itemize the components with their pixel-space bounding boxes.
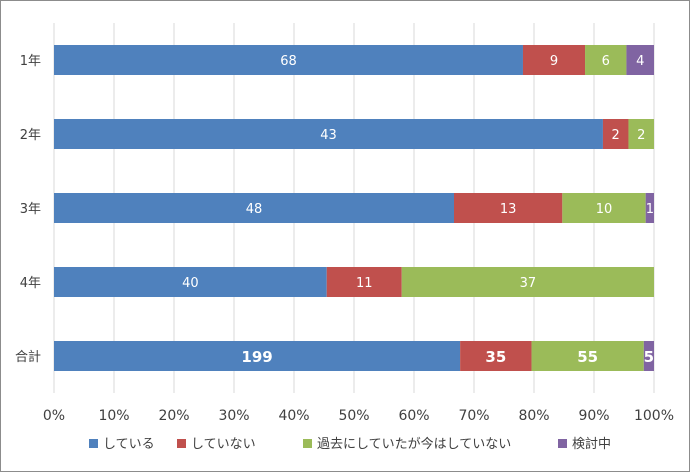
category-label: 4年 <box>20 276 41 291</box>
legend-label: していない <box>191 437 256 452</box>
bar-segment <box>626 45 654 75</box>
bar-segment <box>54 119 603 149</box>
x-tick-label: 80% <box>518 408 549 424</box>
data-label: 40 <box>182 276 199 291</box>
bar-segment <box>628 119 654 149</box>
x-tick-label: 60% <box>398 408 429 424</box>
x-tick-label: 70% <box>458 408 489 424</box>
data-label: 35 <box>485 348 506 366</box>
legend-swatch <box>303 439 312 448</box>
data-label: 48 <box>246 202 263 217</box>
legend-swatch <box>177 439 186 448</box>
bar-segment <box>602 119 629 149</box>
legend-swatch <box>89 439 98 448</box>
data-label: 2 <box>612 128 620 143</box>
data-label: 199 <box>241 348 272 366</box>
category-label: 3年 <box>20 202 41 217</box>
bar-segment <box>54 45 523 75</box>
x-tick-label: 0% <box>43 408 65 424</box>
data-label: 6 <box>602 54 610 69</box>
bar-segment <box>562 193 646 223</box>
bar-segment <box>54 193 454 223</box>
x-tick-label: 40% <box>278 408 309 424</box>
bars <box>54 45 654 371</box>
bar-segment <box>645 193 654 223</box>
data-label: 68 <box>280 54 297 69</box>
bar-segment <box>585 45 627 75</box>
data-label: 11 <box>356 276 373 291</box>
category-label: 2年 <box>20 128 41 143</box>
data-label: 5 <box>644 348 654 366</box>
data-label: 37 <box>520 276 537 291</box>
x-tick-label: 10% <box>98 408 129 424</box>
bar-segment <box>326 267 402 297</box>
data-label: 1 <box>646 202 654 217</box>
bar-segment <box>54 267 327 297</box>
bar-segment <box>460 341 532 371</box>
data-label: 43 <box>320 128 337 143</box>
bar-segment <box>522 45 586 75</box>
legend-label: している <box>103 437 155 452</box>
x-tick-label: 50% <box>338 408 369 424</box>
bar-segment <box>401 267 654 297</box>
data-label: 2 <box>637 128 645 143</box>
legend-label: 過去にしていたが今はしていない <box>317 436 511 452</box>
x-tick-label: 90% <box>578 408 609 424</box>
x-tick-label: 100% <box>634 408 674 424</box>
data-label: 55 <box>577 348 598 366</box>
bar-segment <box>531 341 644 371</box>
x-axis-ticks: 0% 10% 20% 30% 40% 50% 60% 70% 80% 90% 100% <box>43 408 674 424</box>
legend-swatch <box>558 439 567 448</box>
legend-label: 検討中 <box>572 436 611 452</box>
bar-segment <box>643 341 654 371</box>
data-label: 13 <box>500 202 517 217</box>
x-tick-label: 30% <box>218 408 249 424</box>
data-label: 9 <box>550 54 558 69</box>
bar-segment <box>454 193 563 223</box>
data-label: 4 <box>636 54 644 69</box>
category-label: 合計 <box>15 349 41 365</box>
bar-segment <box>54 341 461 371</box>
category-label: 1年 <box>20 54 41 69</box>
x-tick-label: 20% <box>158 408 189 424</box>
legend: している していない 過去にしていたが今はしていない 検討中 <box>89 436 611 452</box>
data-label: 10 <box>596 202 613 217</box>
